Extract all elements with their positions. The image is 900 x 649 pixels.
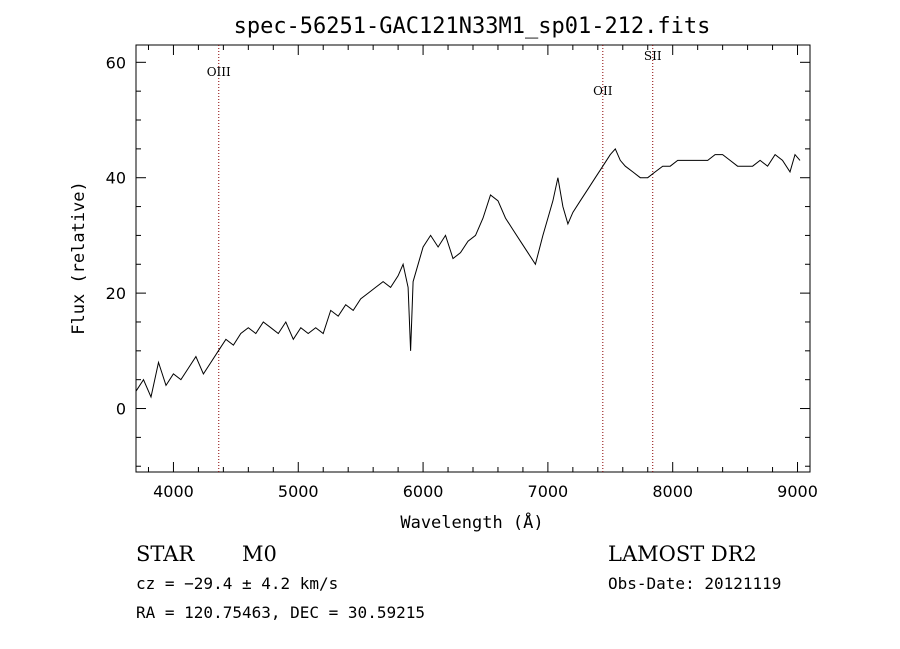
y-tick-label: 20 xyxy=(106,284,126,303)
plot-frame xyxy=(135,44,811,473)
x-axis-label: Wavelength (Å) xyxy=(400,511,543,533)
object-class: STAR xyxy=(136,542,195,566)
annotation-label-oii: OII xyxy=(593,84,613,98)
y-tick-label: 40 xyxy=(106,169,126,188)
annotation-label-oiii: OIII xyxy=(207,65,231,79)
annotation-label-sii: SII xyxy=(644,49,662,63)
observation-date: Obs-Date: 20121119 xyxy=(608,574,781,593)
chart-title: spec-56251-GAC121N33M1_sp01-212.fits xyxy=(234,14,711,39)
y-axis-ticks: 0 20 40 60 xyxy=(106,53,810,467)
x-tick-label: 5000 xyxy=(278,482,319,501)
x-tick-label: 7000 xyxy=(528,482,569,501)
spectrum-line xyxy=(135,147,801,399)
object-subclass: M0 xyxy=(242,542,277,566)
x-tick-label: 6000 xyxy=(403,482,444,501)
y-axis-label: Flux (relative) xyxy=(69,181,89,335)
y-tick-label: 60 xyxy=(106,53,126,72)
y-tick-label: 0 xyxy=(116,400,126,419)
annotation-lines xyxy=(218,45,654,472)
x-tick-label: 9000 xyxy=(777,482,818,501)
coordinates-text: RA = 120.75463, DEC = 30.59215 xyxy=(136,603,425,622)
x-tick-label: 4000 xyxy=(153,482,194,501)
survey-name: LAMOST DR2 xyxy=(608,542,757,566)
x-axis-ticks: 4000 5000 6000 7000 8000 9000 xyxy=(147,45,818,501)
annotation-labels: OIII OII SII xyxy=(207,49,662,98)
redshift-text: cz = −29.4 ± 4.2 km/s xyxy=(136,574,338,593)
x-tick-label: 8000 xyxy=(652,482,693,501)
